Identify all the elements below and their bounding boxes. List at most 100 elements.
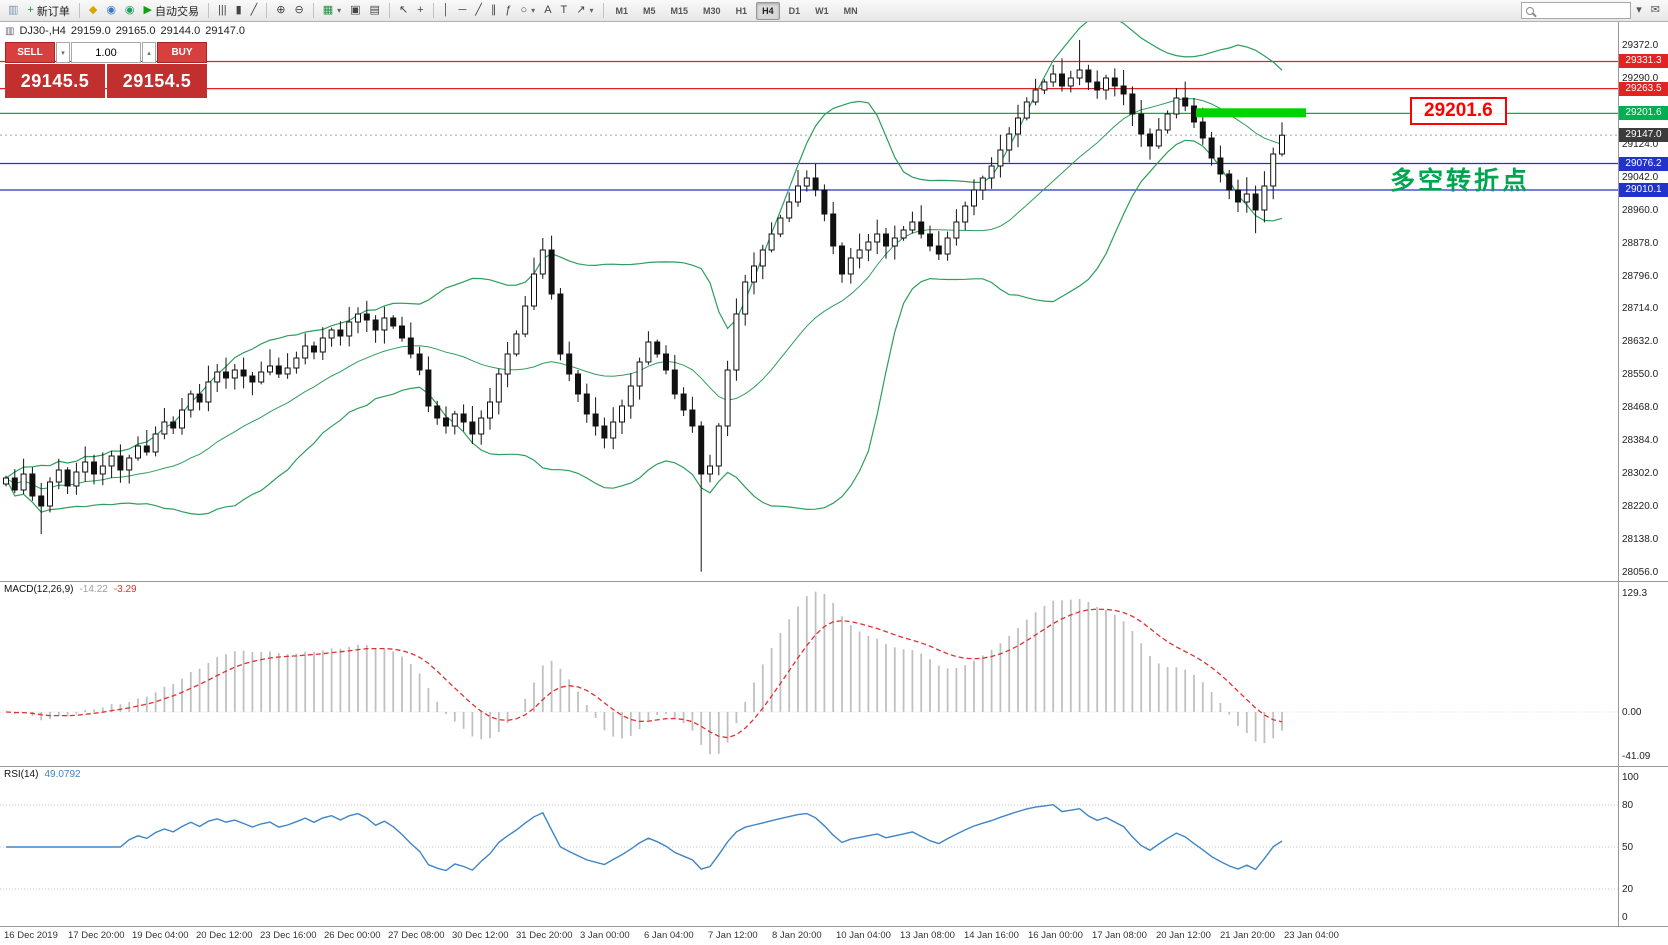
- candlestick-chart-button[interactable]: ▮: [232, 1, 246, 20]
- zoom-out-button[interactable]: ⊖: [290, 1, 307, 20]
- timeframe-m1-button[interactable]: M1: [615, 5, 629, 16]
- line-chart-button[interactable]: ╱: [247, 1, 262, 20]
- trendline-button[interactable]: ╱: [471, 1, 486, 20]
- text-button[interactable]: A: [540, 1, 555, 20]
- indicators-button[interactable]: ▦ ▾: [319, 1, 345, 20]
- rsi-panel: RSI(14) 49.0792 100 80 50 20 0: [0, 767, 1668, 927]
- rsi-scale-label: 80: [1622, 800, 1634, 811]
- cursor-button[interactable]: ↖: [395, 1, 412, 20]
- timeframe-mn-button[interactable]: MN: [843, 5, 858, 16]
- buy-button[interactable]: BUY: [157, 42, 207, 63]
- zoom-in-button[interactable]: ⊕: [272, 1, 289, 20]
- crosshair-button[interactable]: +: [413, 1, 427, 20]
- sell-button[interactable]: SELL: [5, 42, 55, 63]
- search-box[interactable]: [1521, 2, 1632, 19]
- search-dropdown-button[interactable]: ▾: [1632, 1, 1646, 20]
- chart-window-button[interactable]: ▥: [4, 1, 22, 20]
- rsi-line: [6, 803, 1283, 872]
- data-window-button[interactable]: ◉: [102, 1, 120, 20]
- volume-up-button[interactable]: ▴: [142, 42, 156, 63]
- high-value: 29165.0: [115, 25, 156, 37]
- cascade-windows-button[interactable]: ▤: [366, 1, 384, 20]
- equidistant-channel-button[interactable]: ∥: [487, 1, 501, 20]
- volume-input[interactable]: [71, 42, 141, 63]
- price-scale-label: 29042.0: [1622, 172, 1659, 183]
- low-value: 29144.0: [160, 25, 201, 37]
- time-axis-label: 10 Jan 04:00: [836, 930, 891, 941]
- macd-signal-value: -3.29: [113, 584, 137, 595]
- rsi-canvas[interactable]: [0, 767, 1618, 926]
- arrows-button[interactable]: ↗ ▾: [572, 1, 597, 20]
- tile-windows-button[interactable]: ▣: [346, 1, 364, 20]
- macd-scale-label: 129.3: [1622, 588, 1648, 599]
- macd-histogram-value: -14.22: [79, 584, 108, 595]
- new-order-button[interactable]: + 新订单: [23, 1, 73, 20]
- rsi-scale[interactable]: 100 80 50 20 0: [1618, 767, 1668, 926]
- timeframe-d1-button[interactable]: D1: [788, 5, 801, 16]
- vertical-line-button[interactable]: │: [439, 1, 454, 20]
- horizontal-line-icon: ─: [458, 4, 467, 16]
- arrows-dropdown-icon: ▾: [589, 6, 594, 15]
- timeframe-m15-button[interactable]: M15: [670, 5, 689, 16]
- price-scale[interactable]: 29372.0 29290.0 29124.0 29042.0 28960.0 28878…: [1618, 22, 1668, 581]
- macd-scale-label: -41.09: [1622, 751, 1651, 762]
- time-axis-label: 13 Jan 08:00: [900, 930, 955, 941]
- timeframe-m30-button[interactable]: M30: [703, 5, 721, 16]
- search-input[interactable]: [1538, 5, 1619, 16]
- text-label-button[interactable]: T: [557, 1, 572, 20]
- time-axis-label: 7 Jan 12:00: [708, 930, 758, 941]
- turning-point-label[interactable]: 多空转折点: [1390, 167, 1531, 195]
- profiles-button[interactable]: ◆: [85, 1, 101, 20]
- zoom-out-icon: ⊖: [294, 4, 304, 16]
- data-window-icon: ◉: [106, 4, 116, 16]
- main-toolbar: ▥ + 新订单 ◆ ◉ ◉ ▶ 自动交易 ||| ▮ ╱ ⊕ ⊖ ▦ ▾ ▣ ▤ ↖ + │ ─ ╱ ∥ ƒ ○ ▾ A T ↗ ▾ M1 M…: [0, 0, 1668, 22]
- price-scale-label: 29124.0: [1622, 139, 1659, 150]
- main-chart-plot[interactable]: ▥ DJ30-,H4 29159.0 29165.0 29144.0 29147…: [0, 22, 1618, 581]
- price-tag: 29331.3: [1619, 54, 1668, 68]
- zoom-in-icon: ⊕: [276, 4, 286, 16]
- highlight-bar[interactable]: [1196, 108, 1306, 118]
- time-axis-label: 20 Dec 12:00: [196, 930, 253, 941]
- autotrading-button[interactable]: ▶ 自动交易: [140, 1, 203, 20]
- volume-down-button[interactable]: ▾: [56, 42, 70, 63]
- bar-chart-button[interactable]: |||: [214, 1, 231, 20]
- toolbar-separator: [208, 3, 209, 18]
- timeframe-h1-button[interactable]: H1: [735, 5, 748, 16]
- macd-plot[interactable]: MACD(12,26,9) -14.22 -3.29: [0, 582, 1618, 766]
- buy-price[interactable]: 29154.5: [107, 64, 207, 98]
- arrows-icon: ↗: [576, 4, 586, 16]
- horizontal-line-button[interactable]: ─: [454, 1, 470, 20]
- autotrading-icon: ▶: [143, 4, 152, 16]
- time-axis-label: 17 Jan 08:00: [1092, 930, 1147, 941]
- time-axis[interactable]: 16 Dec 2019 17 Dec 20:00 19 Dec 04:00 20 De…: [0, 927, 1668, 945]
- chart-window-icon: ▥: [8, 4, 19, 16]
- sell-price[interactable]: 29145.5: [5, 64, 105, 98]
- price-scale-label: 28796.0: [1622, 271, 1659, 282]
- strategy-tester-button[interactable]: ◉: [121, 1, 139, 20]
- time-axis-label: 23 Dec 16:00: [260, 930, 317, 941]
- timeframe-m5-button[interactable]: M5: [643, 5, 656, 16]
- price-tag: 29010.1: [1619, 183, 1668, 197]
- rsi-plot[interactable]: RSI(14) 49.0792: [0, 767, 1618, 926]
- macd-canvas[interactable]: [0, 582, 1618, 766]
- timeframe-w1-button[interactable]: W1: [815, 5, 829, 16]
- vertical-line-icon: │: [442, 4, 450, 16]
- shapes-button[interactable]: ○ ▾: [517, 1, 540, 20]
- main-chart-canvas[interactable]: [0, 22, 1618, 581]
- chart-icon: ▥: [5, 25, 15, 37]
- timeframe-h4-button[interactable]: H4: [756, 1, 780, 20]
- price-scale-label: 28384.0: [1622, 435, 1659, 446]
- price-scale-label: 28550.0: [1622, 369, 1659, 380]
- time-axis-label: 30 Dec 12:00: [452, 930, 509, 941]
- indicators-dropdown-icon: ▾: [337, 6, 342, 15]
- price-scale-label: 29290.0: [1622, 73, 1659, 84]
- price-annotation-box[interactable]: 29201.6: [1410, 97, 1507, 125]
- fibonacci-button[interactable]: ƒ: [501, 1, 515, 20]
- time-axis-label: 27 Dec 08:00: [388, 930, 445, 941]
- close-value: 29147.0: [205, 25, 245, 37]
- macd-scale[interactable]: 129.3 0.00 -41.09: [1618, 582, 1668, 766]
- profiles-icon: ◆: [88, 4, 98, 16]
- chat-button[interactable]: ✉: [1647, 1, 1664, 20]
- text-label-icon: T: [560, 4, 568, 16]
